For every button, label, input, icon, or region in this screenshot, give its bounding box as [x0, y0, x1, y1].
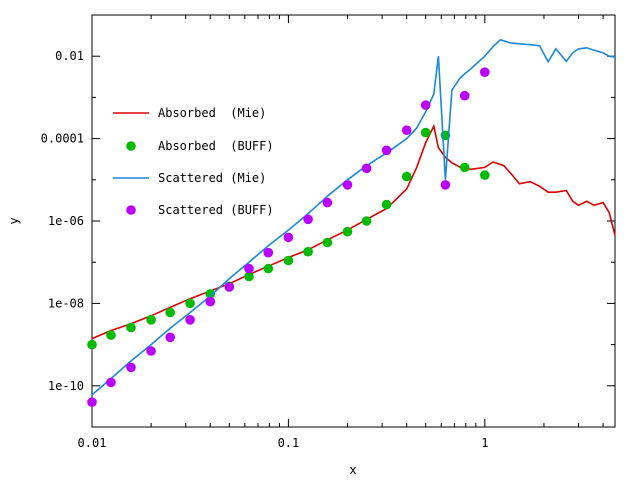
- axis-ticks: 0.01 0.1 1 1e-10 1e-08 1e-06 0.0001 0.01: [41, 14, 615, 450]
- series-point-3: [420, 100, 431, 110]
- series-point-1: [263, 263, 274, 274]
- x-tick-label: 1: [481, 436, 488, 450]
- series-point-1: [342, 226, 353, 237]
- series-line-2: [91, 38, 616, 396]
- series-point-1: [146, 315, 156, 325]
- y-tick-label: 0.01: [55, 49, 84, 63]
- series-point-1: [322, 237, 333, 248]
- series-point-1: [165, 307, 175, 318]
- legend: Absorbed (Mie) Absorbed (BUFF) Scattered (…: [113, 106, 274, 217]
- series-point-1: [361, 216, 372, 226]
- series-point-1: [126, 322, 136, 333]
- series-point-1: [480, 170, 490, 180]
- series-point-1: [401, 171, 412, 182]
- series-point-3: [283, 232, 294, 243]
- series-point-1: [244, 271, 254, 282]
- series-point-3: [440, 180, 451, 190]
- y-axis-label: y: [7, 217, 21, 224]
- y-tick-label: 0.0001: [41, 132, 84, 146]
- series-point-3: [185, 315, 195, 325]
- series-point-3: [342, 180, 353, 190]
- series-point-3: [263, 247, 274, 258]
- series-point-3: [322, 197, 333, 208]
- x-axis-label: x: [349, 463, 356, 477]
- plot-frame: [91, 14, 616, 428]
- y-tick-label: 1e-06: [48, 214, 84, 228]
- legend-label: Scattered (Mie): [158, 171, 266, 185]
- x-tick-label: 0.1: [278, 436, 300, 450]
- series-point-3: [401, 125, 412, 135]
- series-point-1: [303, 246, 313, 257]
- series-point-3: [224, 282, 235, 292]
- series-point-3: [480, 67, 490, 77]
- legend-swatch-point: [126, 141, 136, 151]
- series-point-1: [283, 255, 294, 266]
- series-point-1: [420, 127, 431, 138]
- legend-label: Scattered (BUFF): [158, 203, 274, 217]
- series-point-1: [106, 330, 116, 340]
- series-point-3: [361, 163, 372, 174]
- series-point-1: [185, 298, 195, 309]
- series-point-3: [87, 397, 97, 408]
- series-point-1: [459, 162, 470, 173]
- series-point-1: [381, 199, 392, 210]
- series-point-3: [126, 362, 136, 373]
- series-point-3: [459, 90, 470, 101]
- legend-swatch-point: [126, 205, 136, 215]
- y-tick-label: 1e-08: [48, 296, 84, 310]
- y-tick-label: 1e-10: [48, 379, 84, 393]
- series-point-3: [244, 263, 254, 274]
- series-point-1: [87, 339, 97, 350]
- x-tick-label: 0.01: [78, 436, 107, 450]
- legend-label: Absorbed (Mie): [158, 106, 266, 120]
- series-point-3: [303, 214, 313, 225]
- series-layer: [87, 38, 616, 408]
- series-point-3: [146, 346, 156, 356]
- series-point-3: [165, 332, 175, 343]
- legend-label: Absorbed (BUFF): [158, 139, 274, 153]
- series-point-3: [106, 377, 116, 388]
- series-point-1: [205, 289, 216, 299]
- series-point-3: [205, 296, 216, 307]
- series-point-3: [381, 145, 392, 156]
- series-line-0: [91, 123, 616, 340]
